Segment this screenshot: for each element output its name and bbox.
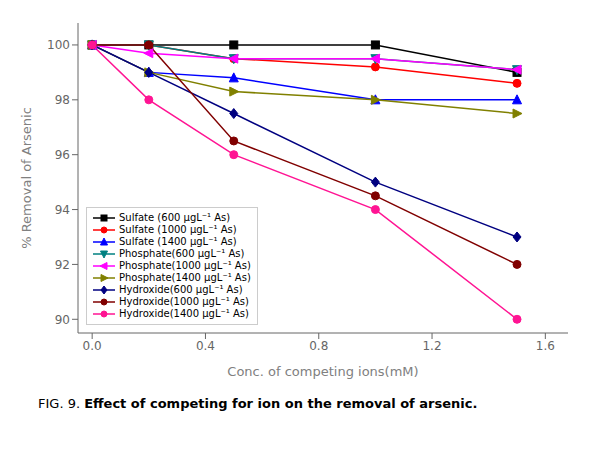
html-text:Sulfate (600 μgL⁻¹ As): Sulfate (600 μgL⁻¹ As) <box>119 212 231 223</box>
html-text:Sulfate (1400 μgL⁻¹ As): Sulfate (1400 μgL⁻¹ As) <box>119 236 237 247</box>
svg-text:100: 100 <box>47 38 70 52</box>
svg-text:90: 90 <box>55 313 70 327</box>
svg-text:96: 96 <box>55 148 70 162</box>
html-text:Sulfate (1000 μgL⁻¹ As): Sulfate (1000 μgL⁻¹ As) <box>119 224 237 235</box>
svg-text:0.4: 0.4 <box>196 339 215 353</box>
html-text:Phosphate(1000 μgL⁻¹ As): Phosphate(1000 μgL⁻¹ As) <box>119 260 251 271</box>
svg-text:0.8: 0.8 <box>309 339 328 353</box>
svg-text:1.2: 1.2 <box>422 339 441 353</box>
html-text:Phosphate(600 μgL⁻¹ As): Phosphate(600 μgL⁻¹ As) <box>119 248 245 259</box>
svg-text:0.0: 0.0 <box>83 339 102 353</box>
html-text:Hydroxide(1400 μgL⁻¹ As): Hydroxide(1400 μgL⁻¹ As) <box>119 308 249 319</box>
html-text:Hydroxide(600 μgL⁻¹ As): Hydroxide(600 μgL⁻¹ As) <box>119 284 243 295</box>
svg-text:92: 92 <box>55 258 70 272</box>
svg-text:94: 94 <box>55 203 70 217</box>
svg-text:% Removal of Arsenic: % Removal of Arsenic <box>19 107 34 249</box>
svg-text:98: 98 <box>55 93 70 107</box>
svg-text:1.6: 1.6 <box>536 339 555 353</box>
html-text:Hydroxide(1000 μgL⁻¹ As): Hydroxide(1000 μgL⁻¹ As) <box>119 296 249 307</box>
html-text:Phosphate(1400 μgL⁻¹ As): Phosphate(1400 μgL⁻¹ As) <box>119 272 251 283</box>
svg-text:Conc. of competing ions(mM): Conc. of competing ions(mM) <box>227 364 418 379</box>
html-text:FIG. 9. Effect of competing fo: FIG. 9. Effect of competing for ion on t… <box>38 396 478 411</box>
